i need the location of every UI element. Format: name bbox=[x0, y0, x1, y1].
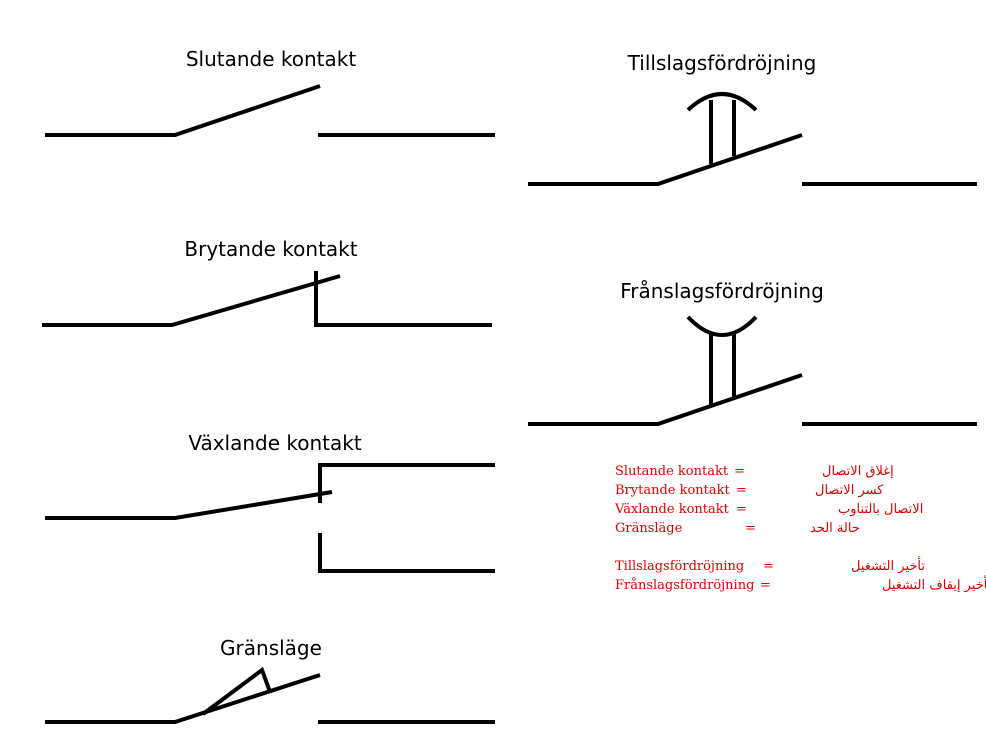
legend-equals: = bbox=[760, 578, 771, 593]
legend-term: Tillslagsfördröjning bbox=[615, 559, 744, 574]
symbol-tillslagsfordrojning: Tillslagsfördröjning bbox=[528, 51, 977, 186]
legend-term: Gränsläge bbox=[615, 521, 683, 536]
symbol-franslagsfordrojning: Frånslagsfördröjning bbox=[528, 279, 977, 426]
franslag-delay-rods bbox=[709, 334, 736, 405]
legend-translation: حالة الحد bbox=[810, 521, 860, 536]
granslage-title: Gränsläge bbox=[220, 636, 322, 660]
symbol-granslage: Gränsläge bbox=[45, 636, 495, 724]
tillslag-delay-arc bbox=[686, 92, 758, 112]
granslage-cam bbox=[201, 666, 272, 716]
vaxlande-kontakt-title: Växlande kontakt bbox=[188, 431, 362, 455]
legend-term: Slutande kontakt bbox=[615, 464, 729, 479]
legend-row: Tillslagsfördröjning = تأخير التشغيل bbox=[615, 556, 925, 574]
translation-legend: Slutande kontakt = إغلاق الاتصال Brytand… bbox=[614, 464, 986, 593]
legend-row: Frånslagsfördröjning = تأخير إيقاف التشغ… bbox=[615, 575, 986, 593]
legend-term: Växlande kontakt bbox=[614, 502, 730, 517]
slutande-kontakt-title: Slutande kontakt bbox=[186, 47, 357, 71]
legend-equals: = bbox=[736, 502, 747, 517]
tillslag-delay-rods bbox=[709, 100, 736, 164]
legend-equals: = bbox=[763, 559, 774, 574]
slutande-contact-lever bbox=[45, 84, 321, 137]
legend-equals: = bbox=[745, 521, 756, 536]
franslagsfordrojning-title: Frånslagsfördröjning bbox=[620, 279, 824, 303]
symbol-vaxlande-kontakt: Växlande kontakt bbox=[45, 431, 495, 573]
legend-row: Brytande kontakt = كسر الاتصال bbox=[615, 483, 884, 498]
legend-row: Gränsläge = حالة الحد bbox=[615, 521, 860, 536]
vaxlande-contact-lever bbox=[45, 490, 333, 520]
tillslagsfordrojning-title: Tillslagsfördröjning bbox=[627, 51, 817, 75]
legend-translation: تأخير إيقاف التشغيل bbox=[882, 575, 986, 593]
vaxlande-lower-terminal bbox=[318, 533, 495, 573]
brytande-right-terminal bbox=[314, 271, 492, 327]
symbol-slutande-kontakt: Slutande kontakt bbox=[45, 47, 495, 137]
legend-equals: = bbox=[736, 483, 747, 498]
franslag-delay-arc bbox=[686, 315, 758, 337]
legend-translation: كسر الاتصال bbox=[815, 483, 884, 498]
vaxlande-upper-terminal bbox=[318, 463, 495, 503]
legend-translation: الاتصال بالتناوب bbox=[838, 502, 923, 517]
symbol-brytande-kontakt: Brytande kontakt bbox=[42, 237, 492, 327]
legend-equals: = bbox=[734, 464, 745, 479]
legend-term: Frånslagsfördröjning bbox=[615, 577, 754, 593]
legend-row: Växlande kontakt = الاتصال بالتناوب bbox=[614, 502, 923, 517]
legend-translation: تأخير التشغيل bbox=[851, 556, 925, 574]
legend-row: Slutande kontakt = إغلاق الاتصال bbox=[615, 464, 894, 479]
granslage-contact-lever bbox=[45, 673, 321, 724]
legend-term: Brytande kontakt bbox=[615, 483, 731, 498]
brytande-kontakt-title: Brytande kontakt bbox=[184, 237, 357, 261]
brytande-contact-lever bbox=[42, 274, 341, 327]
tillslag-contact-lever bbox=[528, 133, 803, 186]
legend-translation: إغلاق الاتصال bbox=[822, 464, 894, 479]
franslag-contact-lever bbox=[528, 373, 803, 426]
